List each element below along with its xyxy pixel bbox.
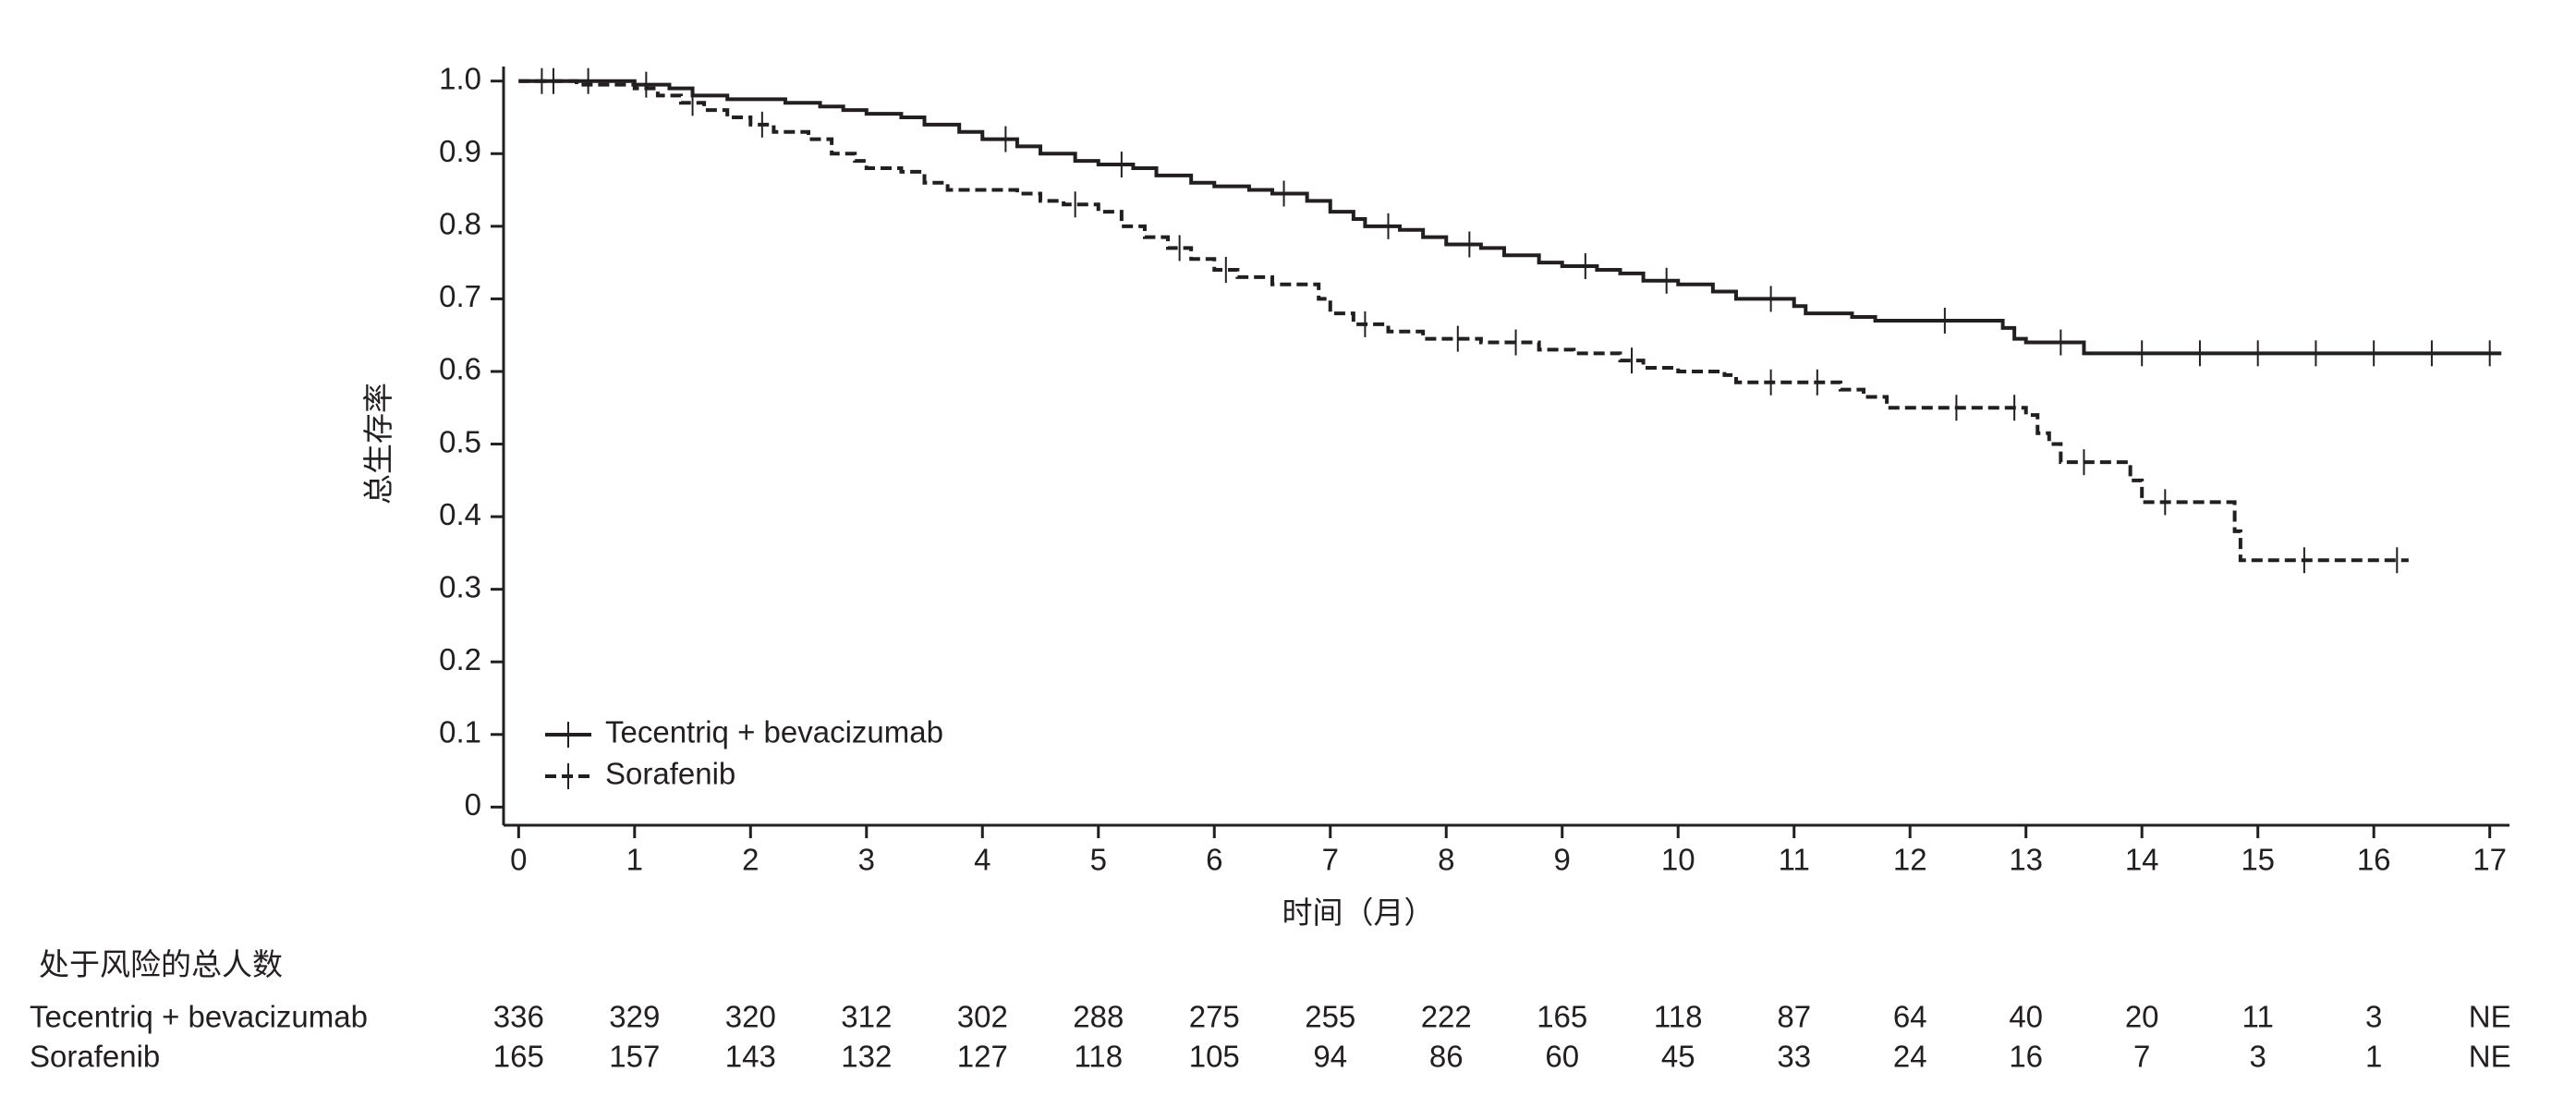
- x-tick-label: 11: [1779, 843, 1810, 877]
- y-tick-label: 0.8: [439, 207, 481, 241]
- risk-count: 165: [493, 1040, 544, 1074]
- risk-count: 20: [2125, 1000, 2159, 1034]
- x-tick-label: 15: [2241, 843, 2275, 877]
- y-tick-label: 1.0: [439, 61, 481, 95]
- x-tick-label: 8: [1438, 843, 1454, 877]
- risk-count: 24: [1893, 1040, 1927, 1074]
- y-tick-label: 0: [465, 787, 481, 822]
- x-tick-label: 13: [2009, 843, 2043, 877]
- risk-count: 60: [1545, 1040, 1579, 1074]
- risk-count: 105: [1189, 1040, 1240, 1074]
- risk-count: 288: [1073, 1000, 1124, 1034]
- risk-count: 255: [1305, 1000, 1355, 1034]
- risk-count: 64: [1893, 1000, 1927, 1034]
- x-tick-label: 1: [626, 843, 643, 877]
- risk-count: 222: [1421, 1000, 1472, 1034]
- x-tick-label: 6: [1206, 843, 1222, 877]
- risk-count: 16: [2009, 1040, 2043, 1074]
- risk-count: 312: [841, 1000, 892, 1034]
- y-tick-label: 0.3: [439, 569, 481, 603]
- x-tick-label: 10: [1661, 843, 1695, 877]
- risk-count: 87: [1777, 1000, 1811, 1034]
- risk-table-title: 处于风险的总人数: [39, 946, 283, 982]
- risk-count: 40: [2009, 1000, 2043, 1034]
- risk-count: 165: [1537, 1000, 1587, 1034]
- risk-count: 157: [609, 1040, 660, 1074]
- x-tick-label: 3: [858, 843, 875, 877]
- risk-count: 132: [841, 1040, 892, 1074]
- risk-count: 11: [2242, 1000, 2274, 1034]
- risk-count: 1: [2365, 1040, 2382, 1074]
- risk-count: 329: [609, 1000, 660, 1034]
- x-tick-label: 14: [2125, 843, 2159, 877]
- y-tick-label: 0.9: [439, 134, 481, 168]
- risk-count: 33: [1777, 1040, 1811, 1074]
- y-tick-label: 0.2: [439, 642, 481, 676]
- risk-count: 302: [957, 1000, 1008, 1034]
- risk-row-name: Sorafenib: [30, 1040, 160, 1074]
- risk-count: NE: [2469, 1040, 2511, 1074]
- x-tick-label: 12: [1893, 843, 1927, 877]
- survival-curve: [518, 79, 2409, 563]
- risk-count: 3: [2250, 1040, 2266, 1074]
- x-tick-label: 0: [510, 843, 527, 877]
- risk-count: 3: [2365, 1000, 2382, 1034]
- y-tick-label: 0.7: [439, 279, 481, 313]
- x-axis-label: 时间（月）: [1282, 895, 1435, 931]
- risk-row-name: Tecentriq + bevacizumab: [30, 1000, 368, 1034]
- x-tick-label: 16: [2357, 843, 2391, 877]
- risk-count: 45: [1661, 1040, 1695, 1074]
- y-tick-label: 0.4: [439, 497, 481, 531]
- risk-count: 336: [493, 1000, 544, 1034]
- risk-count: 320: [725, 1000, 776, 1034]
- x-tick-label: 4: [974, 843, 990, 877]
- y-tick-label: 0.5: [439, 424, 481, 458]
- x-tick-label: 17: [2473, 843, 2507, 877]
- y-tick-label: 0.6: [439, 352, 481, 386]
- x-tick-label: 5: [1090, 843, 1107, 877]
- risk-count: 86: [1429, 1040, 1464, 1074]
- y-tick-label: 0.1: [439, 715, 481, 749]
- risk-count: 143: [725, 1040, 776, 1074]
- survival-curve: [518, 79, 2502, 356]
- risk-count: NE: [2469, 1000, 2511, 1034]
- risk-count: 118: [1654, 1000, 1703, 1034]
- y-axis-label: 总生存率: [360, 383, 396, 505]
- x-tick-label: 9: [1554, 843, 1571, 877]
- risk-count: 118: [1074, 1040, 1123, 1074]
- legend-label: Tecentriq + bevacizumab: [605, 715, 943, 749]
- legend-label: Sorafenib: [605, 757, 735, 791]
- risk-count: 94: [1313, 1040, 1347, 1074]
- x-tick-label: 7: [1322, 843, 1339, 877]
- risk-count: 127: [957, 1040, 1008, 1074]
- risk-count: 7: [2133, 1040, 2150, 1074]
- x-tick-label: 2: [742, 843, 759, 877]
- risk-count: 275: [1189, 1000, 1240, 1034]
